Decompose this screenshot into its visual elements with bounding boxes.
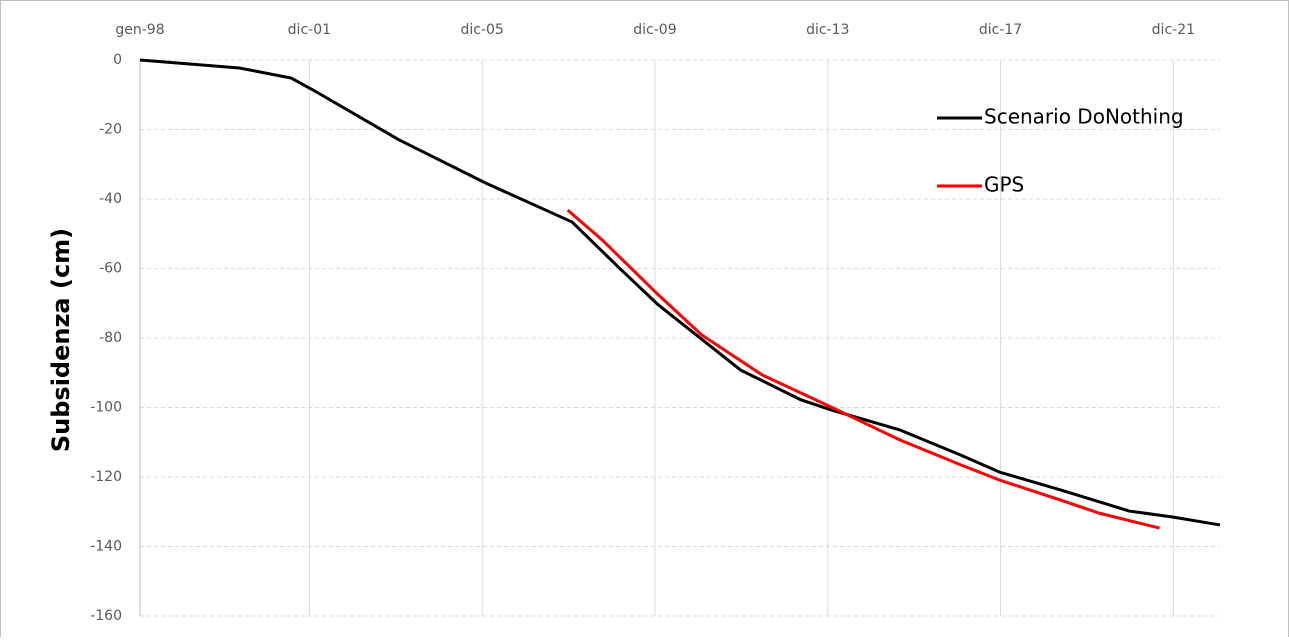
- x-tick-label: dic-09: [633, 22, 676, 38]
- y-tick-label: -120: [90, 469, 122, 485]
- line: [566, 208, 1160, 530]
- x-tick-label: gen-98: [115, 22, 164, 38]
- x-tick-label: dic-21: [1152, 22, 1195, 38]
- x-tick-label: dic-05: [460, 22, 503, 38]
- x-tick-label: dic-13: [806, 22, 849, 38]
- y-tick-label: -140: [90, 539, 122, 555]
- x-tick-label: dic-17: [979, 22, 1022, 38]
- y-tick-label: -100: [90, 400, 122, 416]
- x-tick-label: dic-01: [288, 22, 331, 38]
- legend-label: Scenario DoNothing: [984, 105, 1184, 129]
- y-tick-label: -60: [99, 261, 122, 277]
- y-tick-label: 0: [113, 52, 122, 68]
- y-tick-label: -160: [90, 608, 122, 624]
- legend-label: GPS: [984, 173, 1024, 197]
- y-axis-label: Subsidenza (cm): [47, 228, 75, 452]
- line: [139, 58, 1221, 527]
- y-tick-label: -80: [99, 330, 122, 346]
- y-tick-label: -40: [99, 191, 122, 207]
- y-tick-label: -20: [99, 122, 122, 138]
